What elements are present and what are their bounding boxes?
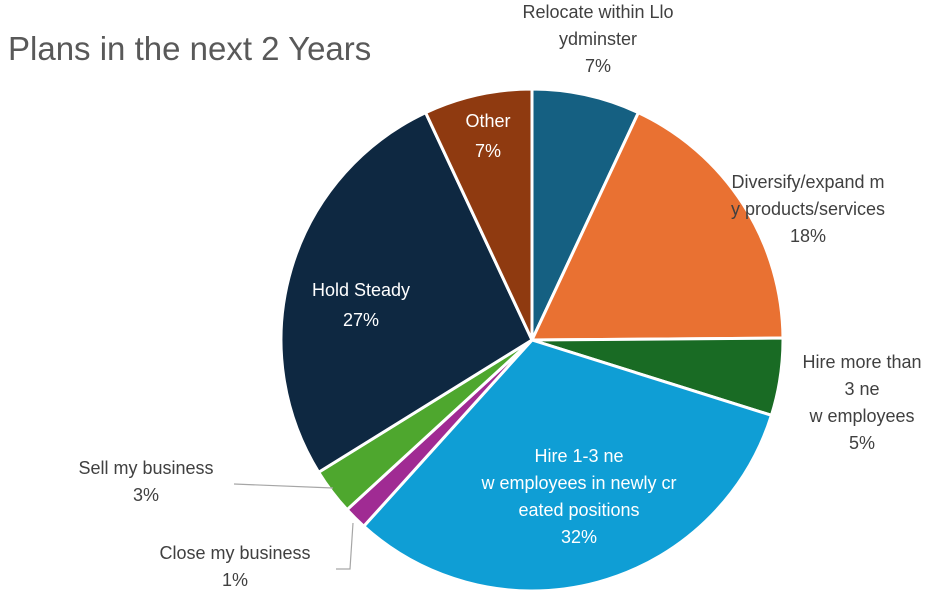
data-label-sell-my-business: Sell my business 3% <box>78 458 213 505</box>
pie-slice-relocate-within-lloydminster <box>530 87 640 342</box>
data-label-hire-more-than-3-new-employees: Hire more than 3 ne w employees 5% <box>802 352 921 453</box>
pie-slice-other <box>424 87 534 342</box>
leader-lines <box>233 483 354 570</box>
data-label-other: Other 7% <box>465 111 510 161</box>
leader-line-close-my-business <box>336 522 354 570</box>
data-label-hold-steady: Hold Steady 27% <box>312 280 410 330</box>
slice-labels: Relocate within Llo ydminster 7% Diversify/… <box>78 2 921 590</box>
data-label-close-my-business: Close my business 1% <box>159 543 310 590</box>
pie-slice-hold-steady <box>279 111 534 474</box>
data-label-hire-1-3-new-employees-in-newly-created-positions: Hire 1-3 ne w employees in newly cr eated … <box>480 446 676 547</box>
pie-slice-diversify-expand-my-products-services <box>530 111 785 342</box>
pie-slice-hire-1-3-new-employees-in-newly-created-positions <box>362 338 773 593</box>
data-label-relocate-within-lloydminster: Relocate within Llo ydminster 7% <box>522 2 673 76</box>
leader-line-sell-my-business <box>233 483 334 489</box>
chart-title: Plans in the next 2 Years <box>8 30 372 67</box>
pie-slices <box>279 87 785 593</box>
